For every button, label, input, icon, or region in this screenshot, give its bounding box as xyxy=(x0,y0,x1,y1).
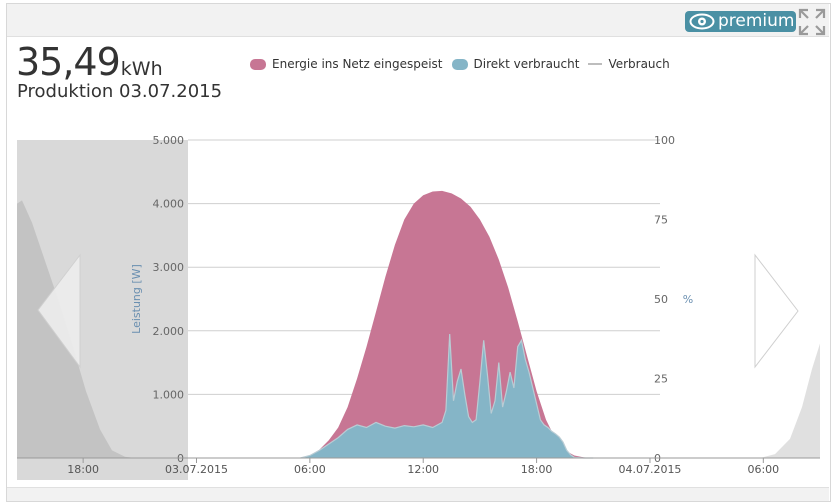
x-tick-label: 18:00 xyxy=(521,463,553,476)
legend-label-direct: Direkt verbraucht xyxy=(473,57,580,71)
line-direct-consumption xyxy=(300,333,594,459)
legend-swatch-direct xyxy=(451,58,468,70)
y-left-tick-label: 1.000 xyxy=(153,388,185,401)
production-date-label: Produktion 03.07.2015 xyxy=(17,81,223,102)
legend-item-direct[interactable]: Direkt verbraucht xyxy=(451,57,580,71)
chevron-right-icon[interactable] xyxy=(754,253,799,369)
legend-item-consumption[interactable]: Verbrauch xyxy=(588,57,670,71)
y-left-tick-label: 5.000 xyxy=(153,134,185,147)
chevron-left-icon[interactable] xyxy=(37,253,81,369)
next-day-production-area xyxy=(760,343,820,458)
x-tick-label: 03.07.2015 xyxy=(165,463,228,476)
premium-label: premium xyxy=(718,11,795,31)
eye-icon xyxy=(689,13,715,30)
y-left-tick-label: 3.000 xyxy=(153,261,185,274)
x-tick-label: 12:00 xyxy=(407,463,439,476)
x-tick-label: 06:00 xyxy=(294,463,326,476)
x-tick-label: 04.07.2015 xyxy=(618,463,681,476)
energy-total: 35,49kWh xyxy=(16,40,163,84)
y-right-tick-label: 75 xyxy=(654,214,668,227)
legend-swatch-feed-in xyxy=(250,58,266,70)
legend-swatch-consumption xyxy=(588,63,603,65)
legend-label-consumption: Verbrauch xyxy=(608,57,670,71)
legend-label-feed-in: Energie ins Netz eingespeist xyxy=(272,57,443,71)
y-right-tick-label: 25 xyxy=(654,373,668,386)
y-right-tick-label: 50 xyxy=(654,293,668,306)
x-tick-label: 18:00 xyxy=(67,463,99,476)
x-tick-label: 06:00 xyxy=(747,463,779,476)
previous-day-production-area xyxy=(17,200,135,459)
premium-badge[interactable]: premium xyxy=(685,11,796,32)
fullscreen-icon[interactable] xyxy=(798,8,826,36)
energy-number: 35,49 xyxy=(16,40,121,84)
widget-footer-bar xyxy=(7,487,829,501)
legend-item-feed-in[interactable]: Energie ins Netz eingespeist xyxy=(250,57,443,71)
y-right-axis-title: % xyxy=(683,293,693,306)
y-left-tick-label: 4.000 xyxy=(153,198,185,211)
y-left-axis-title: Leistung [W] xyxy=(130,264,143,334)
energy-unit: kWh xyxy=(120,58,163,80)
y-right-tick-label: 100 xyxy=(654,134,675,147)
chart-legend: Energie ins Netz eingespeist Direkt verb… xyxy=(250,56,679,72)
y-left-tick-label: 2.000 xyxy=(153,325,185,338)
